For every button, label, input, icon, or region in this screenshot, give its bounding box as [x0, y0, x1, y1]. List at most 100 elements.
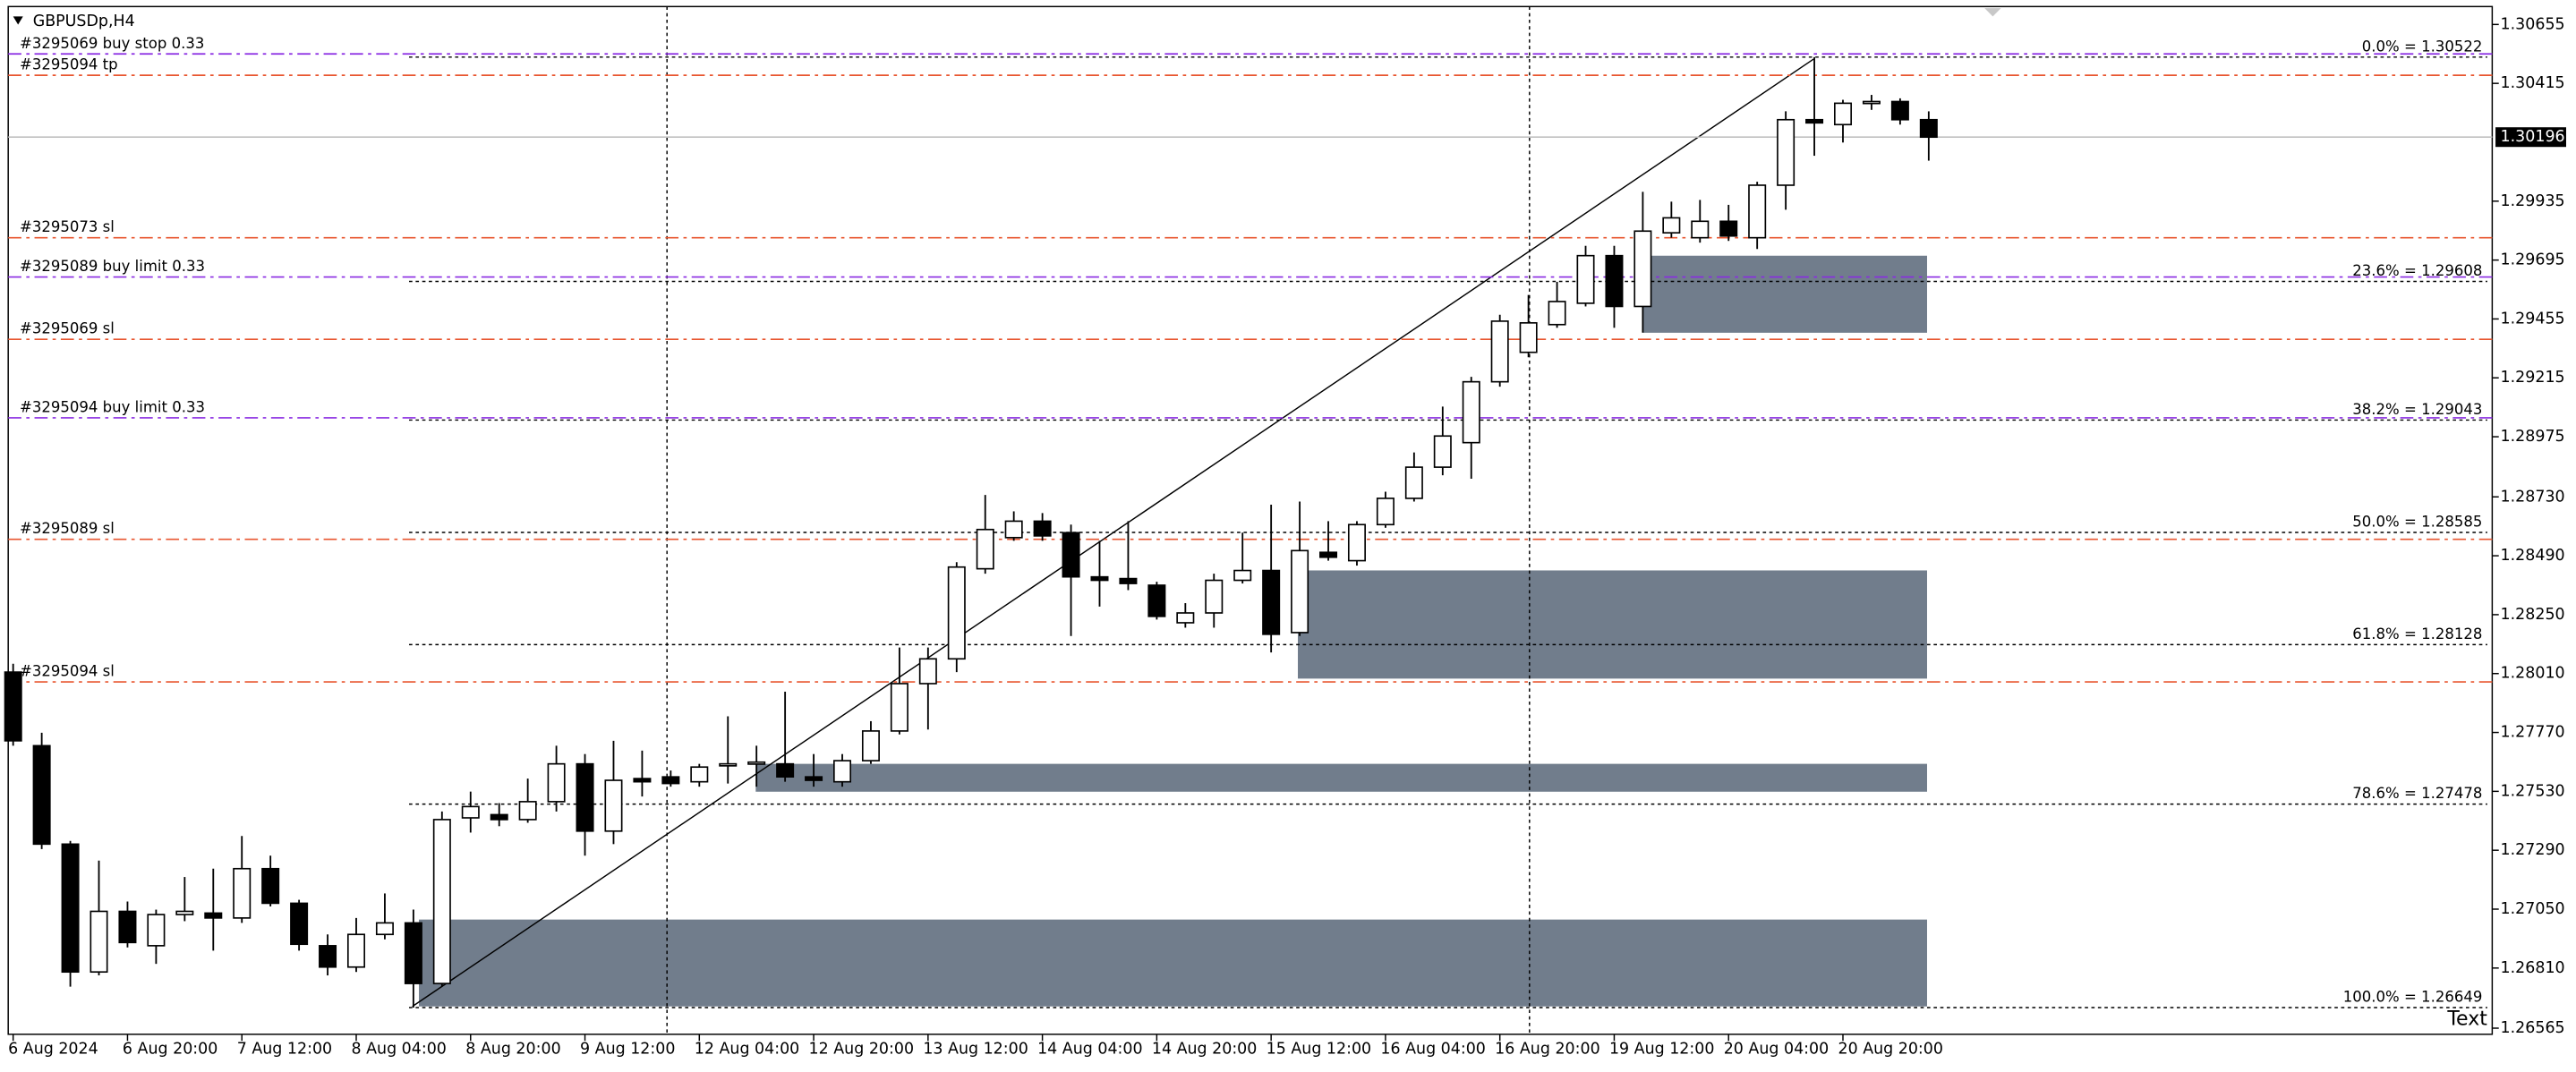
y-tick-label: 1.29935: [2501, 192, 2565, 210]
candle-body: [1262, 569, 1281, 635]
candle-body: [833, 760, 852, 783]
y-tick-label: 1.27770: [2501, 724, 2565, 742]
candle-body: [633, 778, 652, 783]
candle-body: [1833, 102, 1853, 126]
fib-label: 50.0% = 1.28585: [2352, 514, 2482, 531]
candle-body: [1748, 184, 1767, 239]
fib-label: 78.6% = 1.27478: [2352, 785, 2482, 802]
y-tick-label: 1.27290: [2501, 841, 2565, 859]
candle-body: [375, 922, 394, 936]
candle-body: [1777, 118, 1796, 186]
y-tick-label: 1.30415: [2501, 74, 2565, 92]
candle-body: [1347, 523, 1366, 562]
candle-body: [776, 762, 795, 778]
candle-body: [1233, 569, 1252, 582]
candle-body: [1404, 466, 1423, 499]
candle-body: [319, 945, 337, 968]
x-tick-label: 6 Aug 20:00: [123, 1040, 218, 1058]
x-tick-label: 20 Aug 20:00: [1838, 1040, 1942, 1058]
candle-body: [976, 528, 994, 570]
candle-body: [547, 762, 566, 803]
x-tick-label: 15 Aug 12:00: [1267, 1040, 1371, 1058]
candle-body: [32, 744, 51, 846]
x-tick-label: 12 Aug 20:00: [809, 1040, 914, 1058]
fib-label: 61.8% = 1.28128: [2352, 625, 2482, 642]
x-tick-label: 7 Aug 12:00: [237, 1040, 332, 1058]
candle-body: [518, 801, 537, 821]
candle-body: [1033, 520, 1052, 537]
x-tick-label: 16 Aug 20:00: [1495, 1040, 1599, 1058]
candle-body: [690, 766, 709, 783]
candle-body: [1062, 532, 1080, 578]
candle-body: [861, 730, 880, 761]
order-label: #3295073 sl: [20, 218, 115, 235]
title-arrow: [13, 16, 23, 25]
y-tick-label: 1.26810: [2501, 959, 2565, 977]
candle-body: [346, 933, 365, 968]
y-tick-label: 1.26565: [2501, 1019, 2565, 1037]
x-tick-label: 9 Aug 12:00: [580, 1040, 675, 1058]
x-tick-label: 8 Aug 20:00: [465, 1040, 560, 1058]
zone: [755, 763, 1927, 792]
candle-body: [1890, 100, 1909, 121]
order-label: #3295089 buy limit 0.33: [20, 258, 205, 275]
candle-body: [1862, 100, 1881, 105]
candle-body: [461, 805, 480, 819]
y-tick-label: 1.30655: [2501, 15, 2565, 33]
candle-body: [576, 762, 594, 832]
y-tick-label: 1.29215: [2501, 369, 2565, 387]
candle-body: [1205, 579, 1224, 614]
y-tick-label: 1.28250: [2501, 606, 2565, 624]
candle-body: [147, 914, 166, 947]
order-label: #3295069 sl: [20, 320, 115, 337]
y-tick-label: 1.28490: [2501, 547, 2565, 565]
candle-body: [490, 813, 508, 821]
candle-body: [1919, 118, 1938, 139]
order-label: #3295089 sl: [20, 520, 115, 537]
candle-body: [1548, 301, 1566, 326]
candle-body: [1291, 549, 1309, 634]
x-tick-label: 14 Aug 20:00: [1152, 1040, 1257, 1058]
candle-body: [1605, 254, 1624, 308]
candle-body: [1147, 584, 1166, 617]
candle-body: [604, 779, 623, 832]
current-price-box: [2495, 127, 2566, 148]
candle-body: [661, 776, 680, 785]
candle-body: [1462, 380, 1480, 444]
candle-body: [1319, 551, 1338, 558]
candle-body: [1433, 435, 1452, 468]
y-tick-label: 1.29455: [2501, 310, 2565, 328]
order-label: #3295094 sl: [20, 663, 115, 680]
candle-body: [61, 843, 80, 974]
current-price-label: 1.30196: [2501, 128, 2565, 146]
fib-label: 100.0% = 1.26649: [2343, 988, 2483, 1005]
x-tick-label: 12 Aug 04:00: [695, 1040, 799, 1058]
x-tick-label: 19 Aug 12:00: [1609, 1040, 1714, 1058]
y-tick-label: 1.27050: [2501, 900, 2565, 918]
fib-label: 0.0% = 1.30522: [2362, 38, 2483, 55]
y-tick-label: 1.29695: [2501, 251, 2565, 269]
candle-body: [1719, 220, 1738, 237]
chart-title: GBPUSDp,H4: [33, 13, 135, 30]
candle-body: [805, 776, 823, 781]
order-label: #3295094 buy limit 0.33: [20, 398, 205, 415]
fib-label: 38.2% = 1.29043: [2352, 401, 2482, 418]
candle-body: [1004, 520, 1023, 539]
candle-body: [233, 867, 252, 919]
plot-frame: [7, 5, 2494, 1035]
x-tick-label: 8 Aug 04:00: [351, 1040, 446, 1058]
shift-marker: [1984, 8, 2001, 17]
annotation: Text: [2446, 1008, 2487, 1030]
candle-body: [175, 910, 194, 915]
zone: [1298, 570, 1927, 679]
candle-body: [1576, 254, 1595, 304]
candle-body: [290, 902, 309, 946]
candle-body: [1633, 230, 1652, 308]
candle-body: [1176, 612, 1195, 624]
candle-body: [1519, 322, 1538, 353]
candle-body: [1090, 575, 1109, 582]
y-tick-label: 1.27530: [2501, 782, 2565, 800]
zone: [1642, 255, 1927, 333]
candle-body: [204, 912, 223, 919]
